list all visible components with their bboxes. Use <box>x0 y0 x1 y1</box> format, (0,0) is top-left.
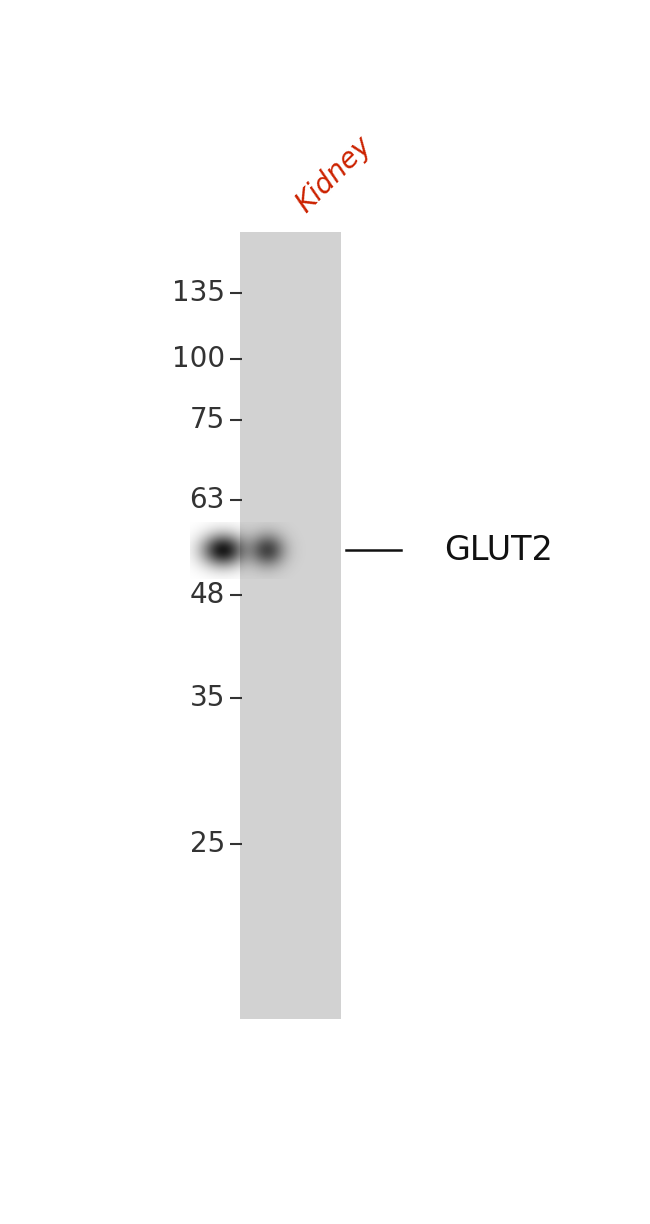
Text: 48: 48 <box>190 580 225 608</box>
Text: 25: 25 <box>190 830 225 858</box>
Text: 63: 63 <box>189 486 225 514</box>
Bar <box>240 231 341 1018</box>
Text: 35: 35 <box>189 684 225 712</box>
Text: 100: 100 <box>172 345 225 373</box>
Text: 75: 75 <box>190 406 225 435</box>
Text: 135: 135 <box>172 279 225 307</box>
Text: GLUT2: GLUT2 <box>444 534 552 567</box>
Text: Kidney: Kidney <box>291 131 377 218</box>
